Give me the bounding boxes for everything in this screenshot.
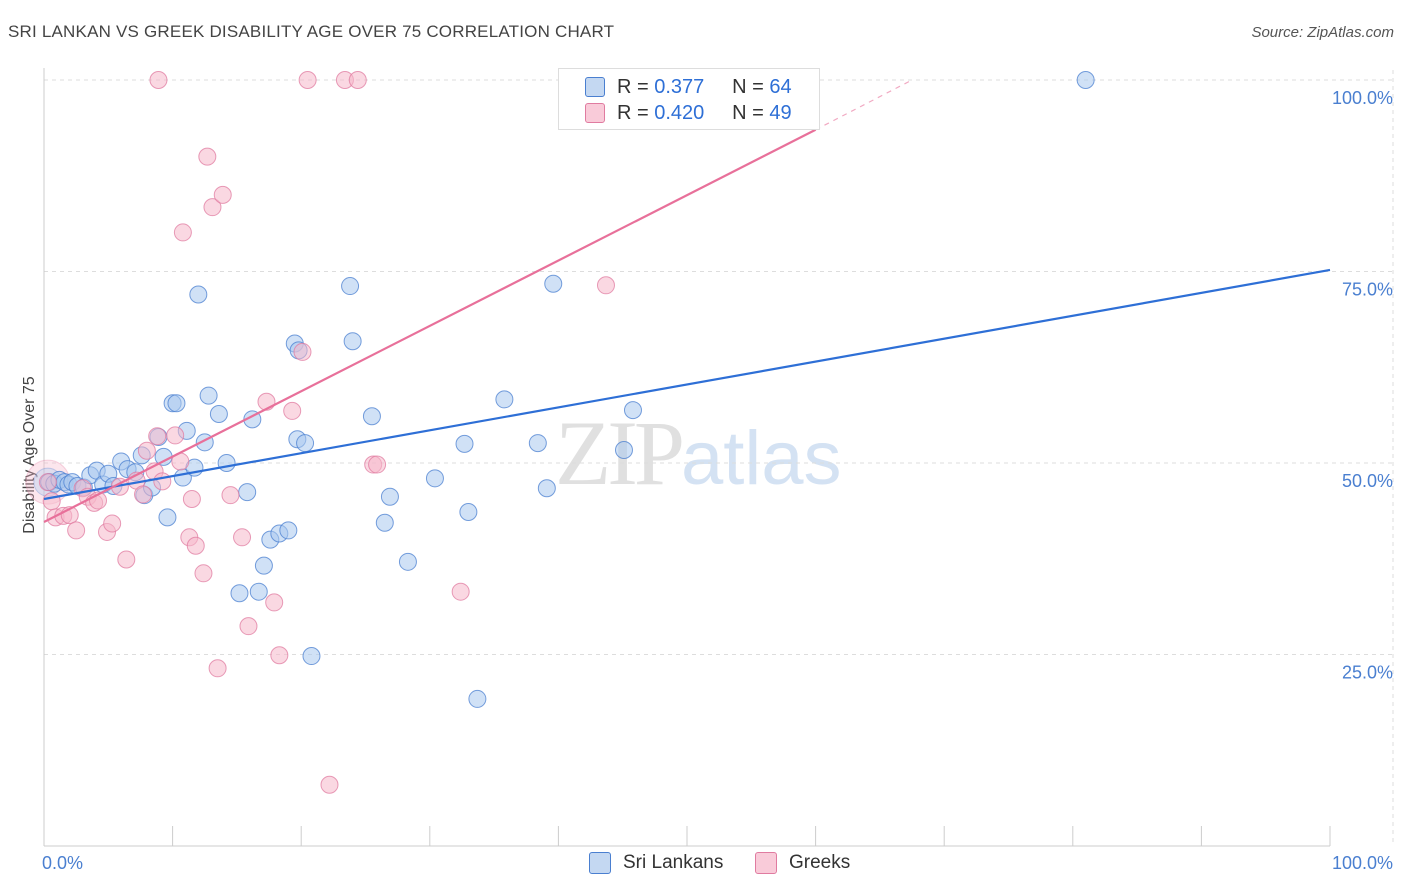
sri-lankan-point	[495, 390, 514, 409]
greek-point	[320, 775, 339, 794]
legend-label-greeks: Greeks	[789, 852, 851, 873]
watermark-atlas: atlas	[681, 416, 842, 501]
legend-r-value: 0.420	[654, 101, 705, 124]
trendline-greeks	[43, 128, 817, 523]
sri-lankan-point	[238, 483, 257, 502]
greek-point	[283, 401, 302, 420]
greek-point	[298, 71, 317, 89]
sri-lankan-point	[249, 582, 268, 601]
legend-n-label: N =	[732, 75, 770, 98]
greek-point	[103, 514, 122, 533]
sri-lankan-point	[158, 508, 177, 527]
sri-lankan-point	[341, 277, 360, 296]
sri-lankan-point	[455, 434, 474, 453]
greek-point	[67, 521, 86, 540]
legend-item-greeks[interactable]: Greeks	[755, 852, 850, 874]
greek-point	[208, 659, 227, 678]
sri-lankan-point	[614, 440, 633, 459]
series-legend: Sri Lankans Greeks	[0, 852, 1406, 878]
sri-lankan-point	[254, 556, 273, 575]
legend-swatch-sri-lankans	[589, 852, 611, 874]
y-tick-label: 50.0%	[1342, 471, 1393, 491]
legend-n-value: 49	[769, 101, 792, 124]
x-tick-label: 100.0%	[1332, 853, 1393, 873]
sri-lankan-point	[537, 479, 556, 498]
greek-point	[42, 492, 61, 511]
chart-title: SRI LANKAN VS GREEK DISABILITY AGE OVER …	[8, 22, 615, 41]
sri-lankan-point	[230, 584, 249, 603]
greek-point	[186, 536, 205, 555]
greek-point	[173, 223, 192, 242]
greek-point	[194, 564, 213, 583]
sri-lankan-point	[209, 404, 228, 423]
watermark: ZIPatlas	[555, 400, 842, 506]
y-tick-label: 75.0%	[1342, 280, 1393, 300]
legend-swatch-sri-lankans	[585, 77, 605, 97]
sri-lankan-point	[468, 689, 487, 708]
sri-lankan-point	[279, 521, 298, 540]
sri-lankan-point	[154, 447, 173, 466]
x-tick-label: 0.0%	[42, 853, 83, 873]
legend-r-value: 0.377	[654, 75, 705, 98]
sri-lankan-point	[380, 487, 399, 506]
greek-point	[239, 617, 258, 636]
trendline-sri-lankans	[43, 268, 1331, 501]
legend-row-sri-lankans: R = 0.377 N = 64	[585, 75, 792, 99]
legend-swatch-greeks	[755, 852, 777, 874]
legend-item-sri-lankans[interactable]: Sri Lankans	[589, 852, 723, 874]
legend-row-greeks: R = 0.420 N = 49	[585, 101, 792, 125]
greek-point	[221, 486, 240, 505]
y-tick-label: 25.0%	[1342, 663, 1393, 683]
legend-swatch-greeks	[585, 103, 605, 123]
greek-point	[134, 485, 153, 504]
sri-lankan-point	[398, 552, 417, 571]
greek-point	[596, 276, 615, 295]
greek-point	[348, 71, 367, 89]
sri-lankan-point	[343, 332, 362, 351]
greek-point	[149, 71, 168, 89]
sri-lankan-point	[296, 434, 315, 453]
sri-lankan-point	[302, 647, 321, 666]
sri-lankan-point	[425, 469, 444, 488]
sri-lankan-point	[167, 394, 186, 413]
greek-point	[265, 593, 284, 612]
legend-label-sri-lankans: Sri Lankans	[623, 852, 724, 873]
greek-point	[182, 490, 201, 509]
trendline-greeks-extrapolated	[815, 79, 913, 131]
sri-lankan-point	[623, 401, 642, 420]
greek-point	[451, 582, 470, 601]
greek-point	[117, 550, 136, 569]
legend-n-label: N =	[732, 101, 770, 124]
sri-lankan-point	[1076, 71, 1095, 89]
sri-lankan-point	[528, 434, 547, 453]
sri-lankan-point	[189, 285, 208, 304]
y-tick-label: 100.0%	[1332, 88, 1393, 108]
source-label: Source: ZipAtlas.com	[1251, 24, 1394, 41]
sri-lankan-point	[199, 386, 218, 405]
sri-lankan-point	[362, 407, 381, 426]
greek-point	[203, 198, 222, 217]
sri-lankan-point	[217, 454, 236, 472]
greek-point	[293, 342, 312, 361]
greek-point	[148, 427, 167, 446]
greek-point	[137, 441, 156, 460]
greek-point	[213, 185, 232, 204]
greek-point	[38, 473, 57, 492]
greek-point	[270, 646, 289, 665]
greek-point	[198, 147, 217, 166]
legend-r-label: R =	[617, 75, 655, 98]
stats-legend: R = 0.377 N = 64 R = 0.420 N = 49	[558, 68, 820, 130]
sri-lankan-point	[544, 274, 563, 293]
greek-point	[233, 528, 252, 547]
sri-lankan-point	[375, 513, 394, 532]
greek-point	[166, 426, 185, 445]
greek-point	[368, 455, 387, 474]
greek-point	[153, 472, 172, 491]
sri-lankan-point	[459, 503, 478, 522]
legend-n-value: 64	[769, 75, 792, 98]
legend-r-label: R =	[617, 101, 655, 124]
